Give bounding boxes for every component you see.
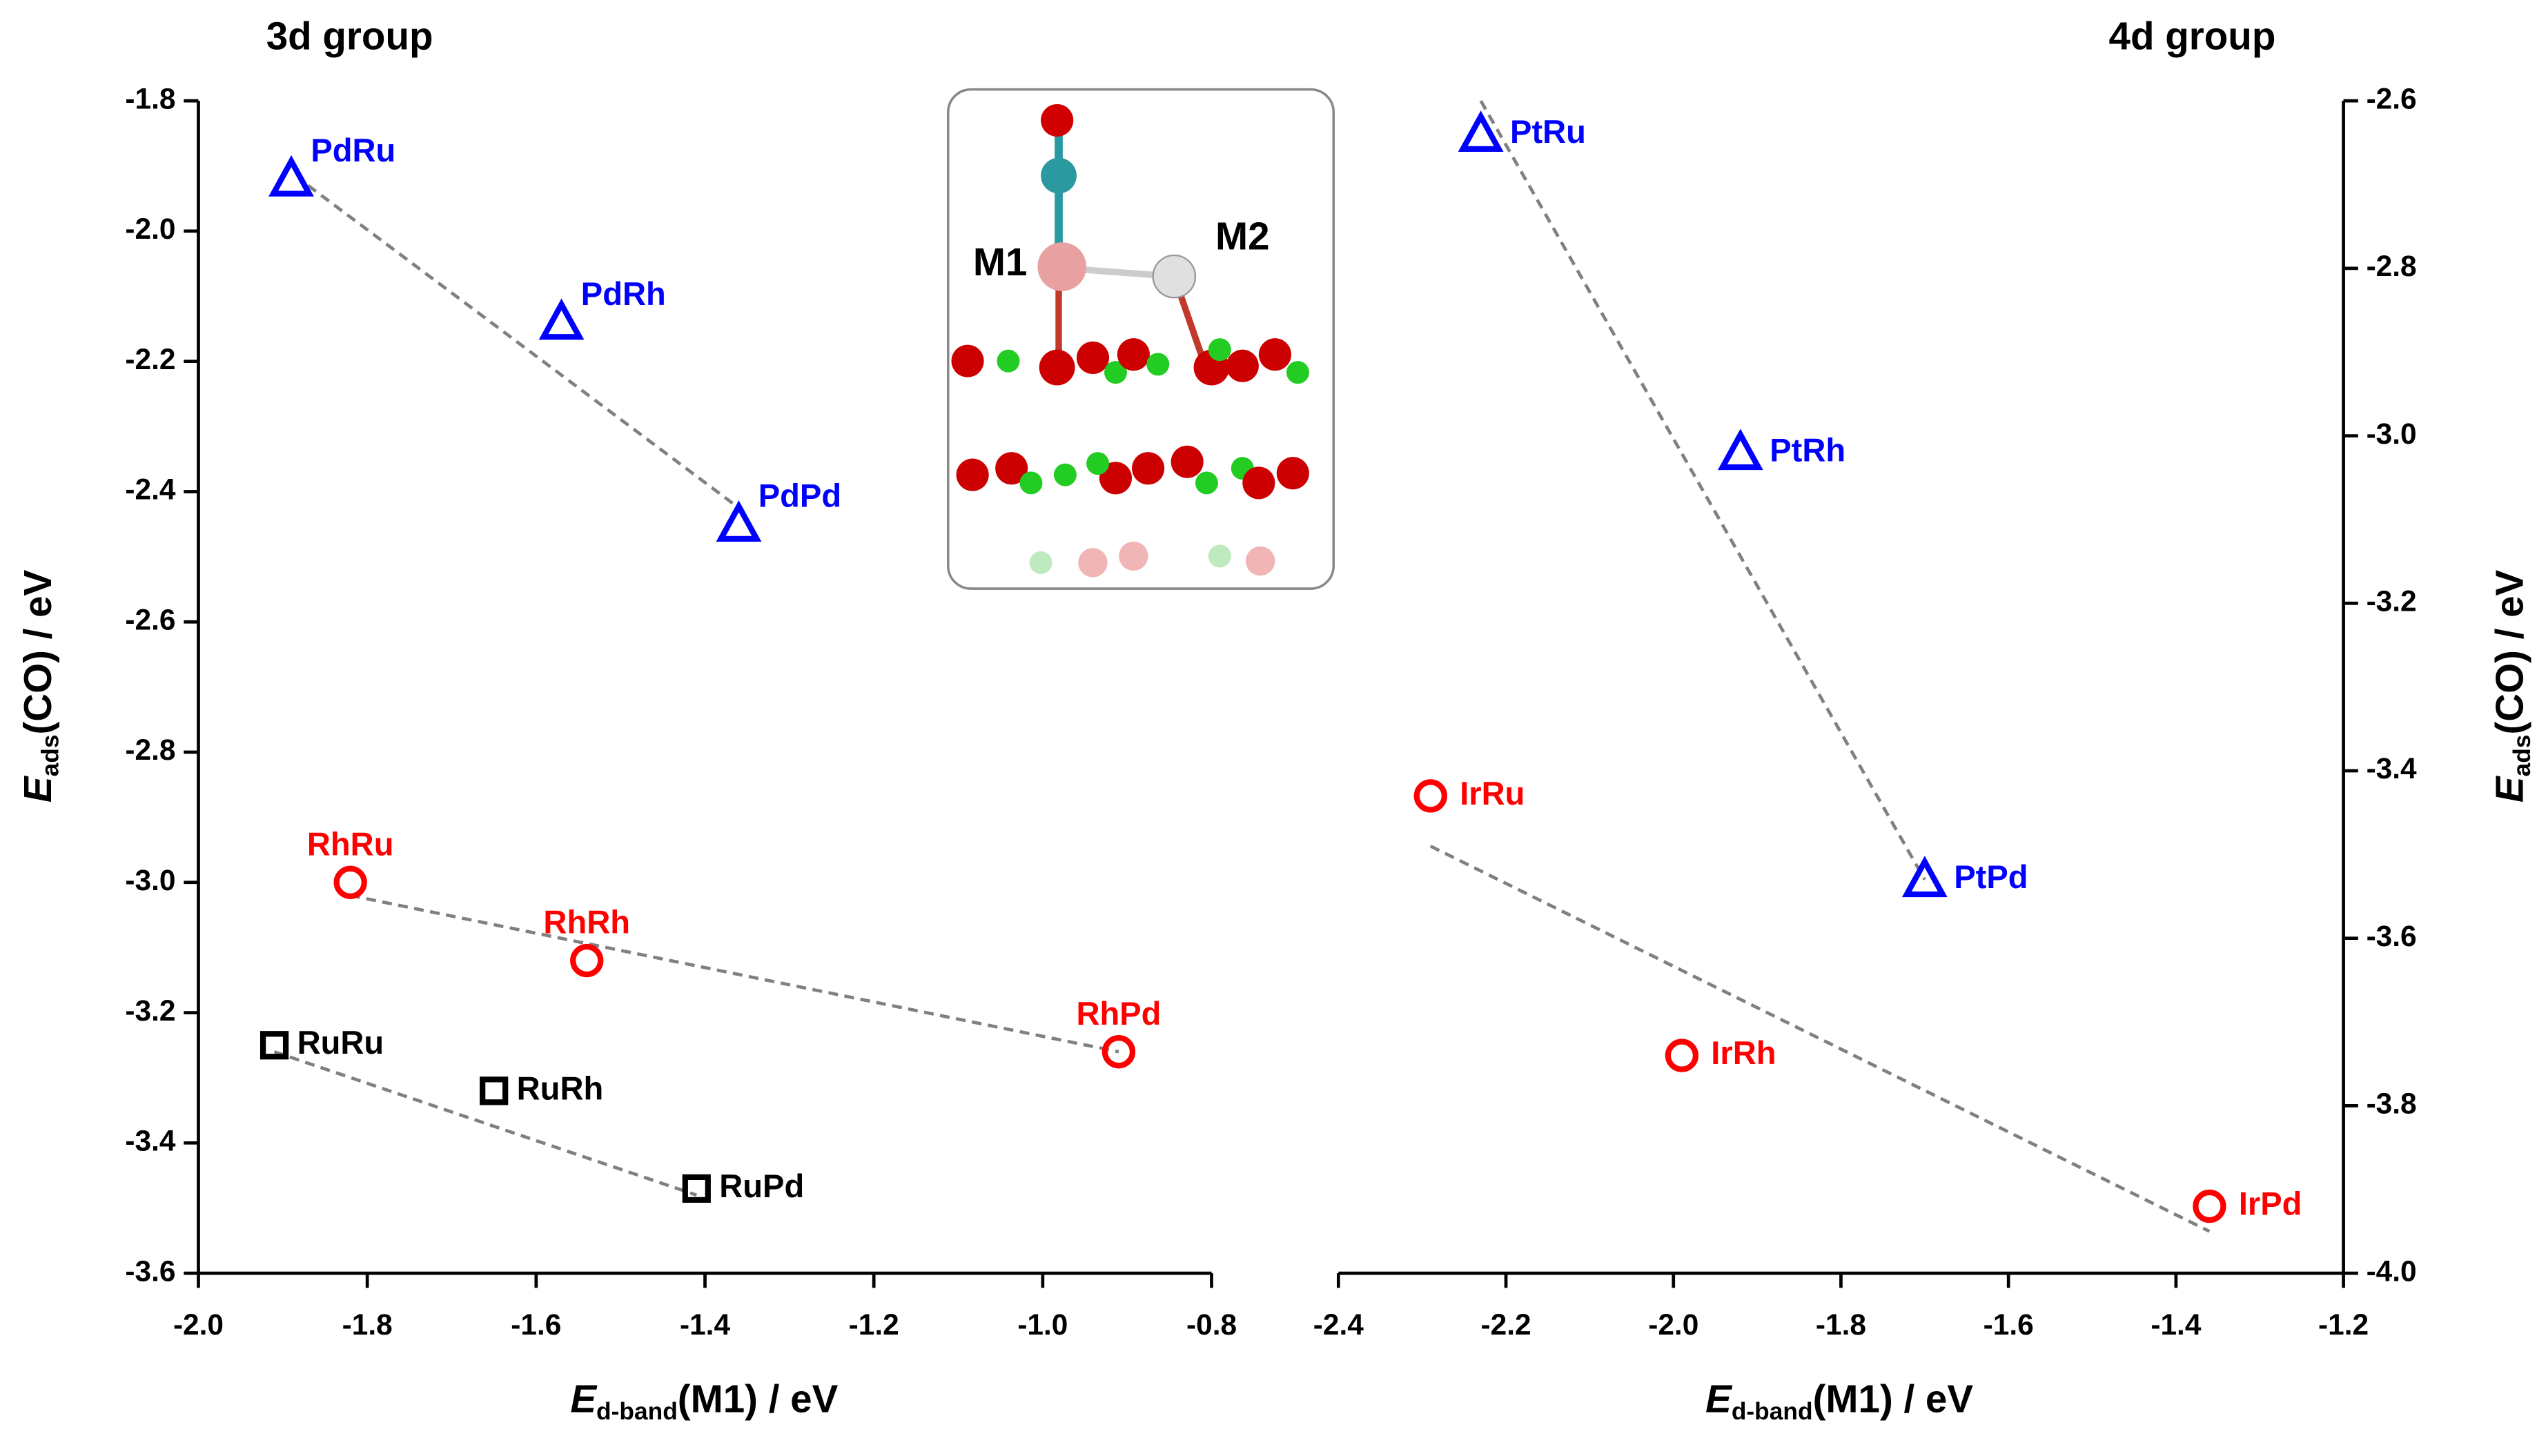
y-axis-label-rest: (CO) / eV — [16, 569, 59, 734]
y-axis-label-sub: ads — [37, 735, 64, 777]
y-axis-label-main: E — [2488, 775, 2531, 803]
marker — [538, 298, 585, 340]
point-label: RhRu — [307, 825, 394, 862]
chart-title: 3d group — [266, 14, 433, 58]
x-axis-label-sub: d-band — [596, 1398, 678, 1425]
y-axis-label-sub: ads — [2509, 735, 2536, 777]
point-label: RhRh — [543, 904, 630, 941]
point-label: PdRu — [311, 132, 395, 168]
marker — [268, 155, 314, 197]
point-label: PtRh — [1770, 431, 1845, 468]
y-tick-label: -3.6 — [2367, 920, 2417, 952]
point-label: RuPd — [719, 1168, 804, 1204]
y-tick-label: -2.8 — [125, 734, 175, 766]
y-tick-label: -3.8 — [2367, 1088, 2417, 1120]
marker — [259, 1031, 289, 1060]
marker — [1101, 1035, 1136, 1069]
x-tick-label: -1.8 — [1816, 1308, 1866, 1341]
x-tick-label: -1.6 — [1983, 1308, 2034, 1341]
x-axis-label: Ed-band(M1) / eV — [1705, 1377, 1973, 1425]
x-axis-label-sub: d-band — [1732, 1398, 1813, 1425]
x-tick-label: -1.6 — [511, 1308, 561, 1341]
marker — [1717, 429, 1763, 471]
y-tick-label: -2.6 — [125, 603, 175, 636]
atom — [1041, 104, 1074, 137]
y-axis-label: Eads(CO) / eV — [2488, 569, 2536, 803]
x-tick-label: -1.2 — [2318, 1308, 2369, 1341]
marker — [333, 865, 367, 899]
inset-label: M2 — [1215, 214, 1270, 257]
atom — [1152, 254, 1197, 299]
x-tick-label: -1.8 — [342, 1308, 393, 1341]
x-tick-label: -2.0 — [1648, 1308, 1698, 1341]
x-tick-label: -1.0 — [1017, 1308, 1068, 1341]
marker — [1665, 1039, 1699, 1072]
point-label: PtPd — [1954, 858, 2028, 895]
y-tick-label: -4.0 — [2367, 1255, 2417, 1287]
fit-line — [273, 1050, 698, 1197]
y-tick-label: -1.8 — [125, 82, 175, 115]
x-axis-label-rest: (M1) / eV — [1813, 1377, 1974, 1420]
y-tick-label: -3.6 — [125, 1255, 175, 1287]
atom — [1041, 157, 1077, 194]
fit-line — [1479, 99, 1926, 881]
point-label: IrRh — [1711, 1034, 1776, 1071]
point-label: RuRh — [517, 1070, 604, 1106]
marker — [716, 500, 762, 542]
marker — [1413, 779, 1447, 813]
point-label: PdRh — [581, 275, 666, 312]
y-tick-label: -2.0 — [125, 213, 175, 245]
y-tick-label: -2.6 — [2367, 82, 2417, 115]
marker — [2193, 1189, 2226, 1223]
y-tick-label: -3.2 — [2367, 584, 2417, 617]
fit-line — [350, 894, 1119, 1054]
y-tick-label: -3.4 — [125, 1125, 175, 1157]
marker — [480, 1076, 509, 1105]
x-tick-label: -1.4 — [2151, 1308, 2201, 1341]
marker — [1901, 856, 1948, 898]
x-tick-label: -2.4 — [1313, 1308, 1364, 1341]
x-tick-label: -2.2 — [1480, 1308, 1531, 1341]
point-label: PtRu — [1510, 113, 1586, 150]
y-tick-label: -3.4 — [2367, 752, 2417, 785]
fit-line — [1429, 845, 2211, 1233]
x-tick-label: -2.0 — [173, 1308, 224, 1341]
x-axis-label-rest: (M1) / eV — [678, 1377, 839, 1420]
x-tick-label: -1.4 — [680, 1308, 730, 1341]
chart-title: 4d group — [2109, 14, 2276, 58]
y-tick-label: -3.0 — [2367, 417, 2417, 450]
inset-label: M1 — [973, 240, 1028, 284]
x-axis-label-main: E — [570, 1377, 598, 1420]
x-axis-label: Ed-band(M1) / eV — [570, 1377, 838, 1425]
point-label: RhPd — [1076, 995, 1161, 1032]
y-tick-label: -2.8 — [2367, 250, 2417, 282]
y-tick-label: -3.0 — [125, 864, 175, 896]
fit-line — [307, 184, 736, 506]
x-tick-label: -1.2 — [849, 1308, 899, 1341]
marker — [1458, 110, 1504, 153]
marker — [682, 1174, 711, 1203]
point-label: PdPd — [758, 477, 841, 513]
point-label: IrRu — [1460, 775, 1525, 811]
point-label: IrPd — [2239, 1185, 2302, 1221]
y-axis-label: Eads(CO) / eV — [16, 569, 64, 803]
y-axis-label-main: E — [16, 775, 59, 803]
y-tick-label: -2.2 — [125, 343, 175, 375]
y-axis-label-rest: (CO) / eV — [2488, 569, 2531, 734]
y-tick-label: -2.4 — [125, 473, 175, 506]
x-tick-label: -0.8 — [1186, 1308, 1237, 1341]
inset: M1 M2 — [947, 88, 1335, 590]
surface — [951, 338, 1309, 578]
x-axis-label-main: E — [1705, 1377, 1733, 1420]
point-label: RuRu — [297, 1024, 384, 1061]
marker — [570, 943, 604, 978]
y-tick-label: -3.2 — [125, 994, 175, 1027]
atom — [1037, 242, 1087, 291]
